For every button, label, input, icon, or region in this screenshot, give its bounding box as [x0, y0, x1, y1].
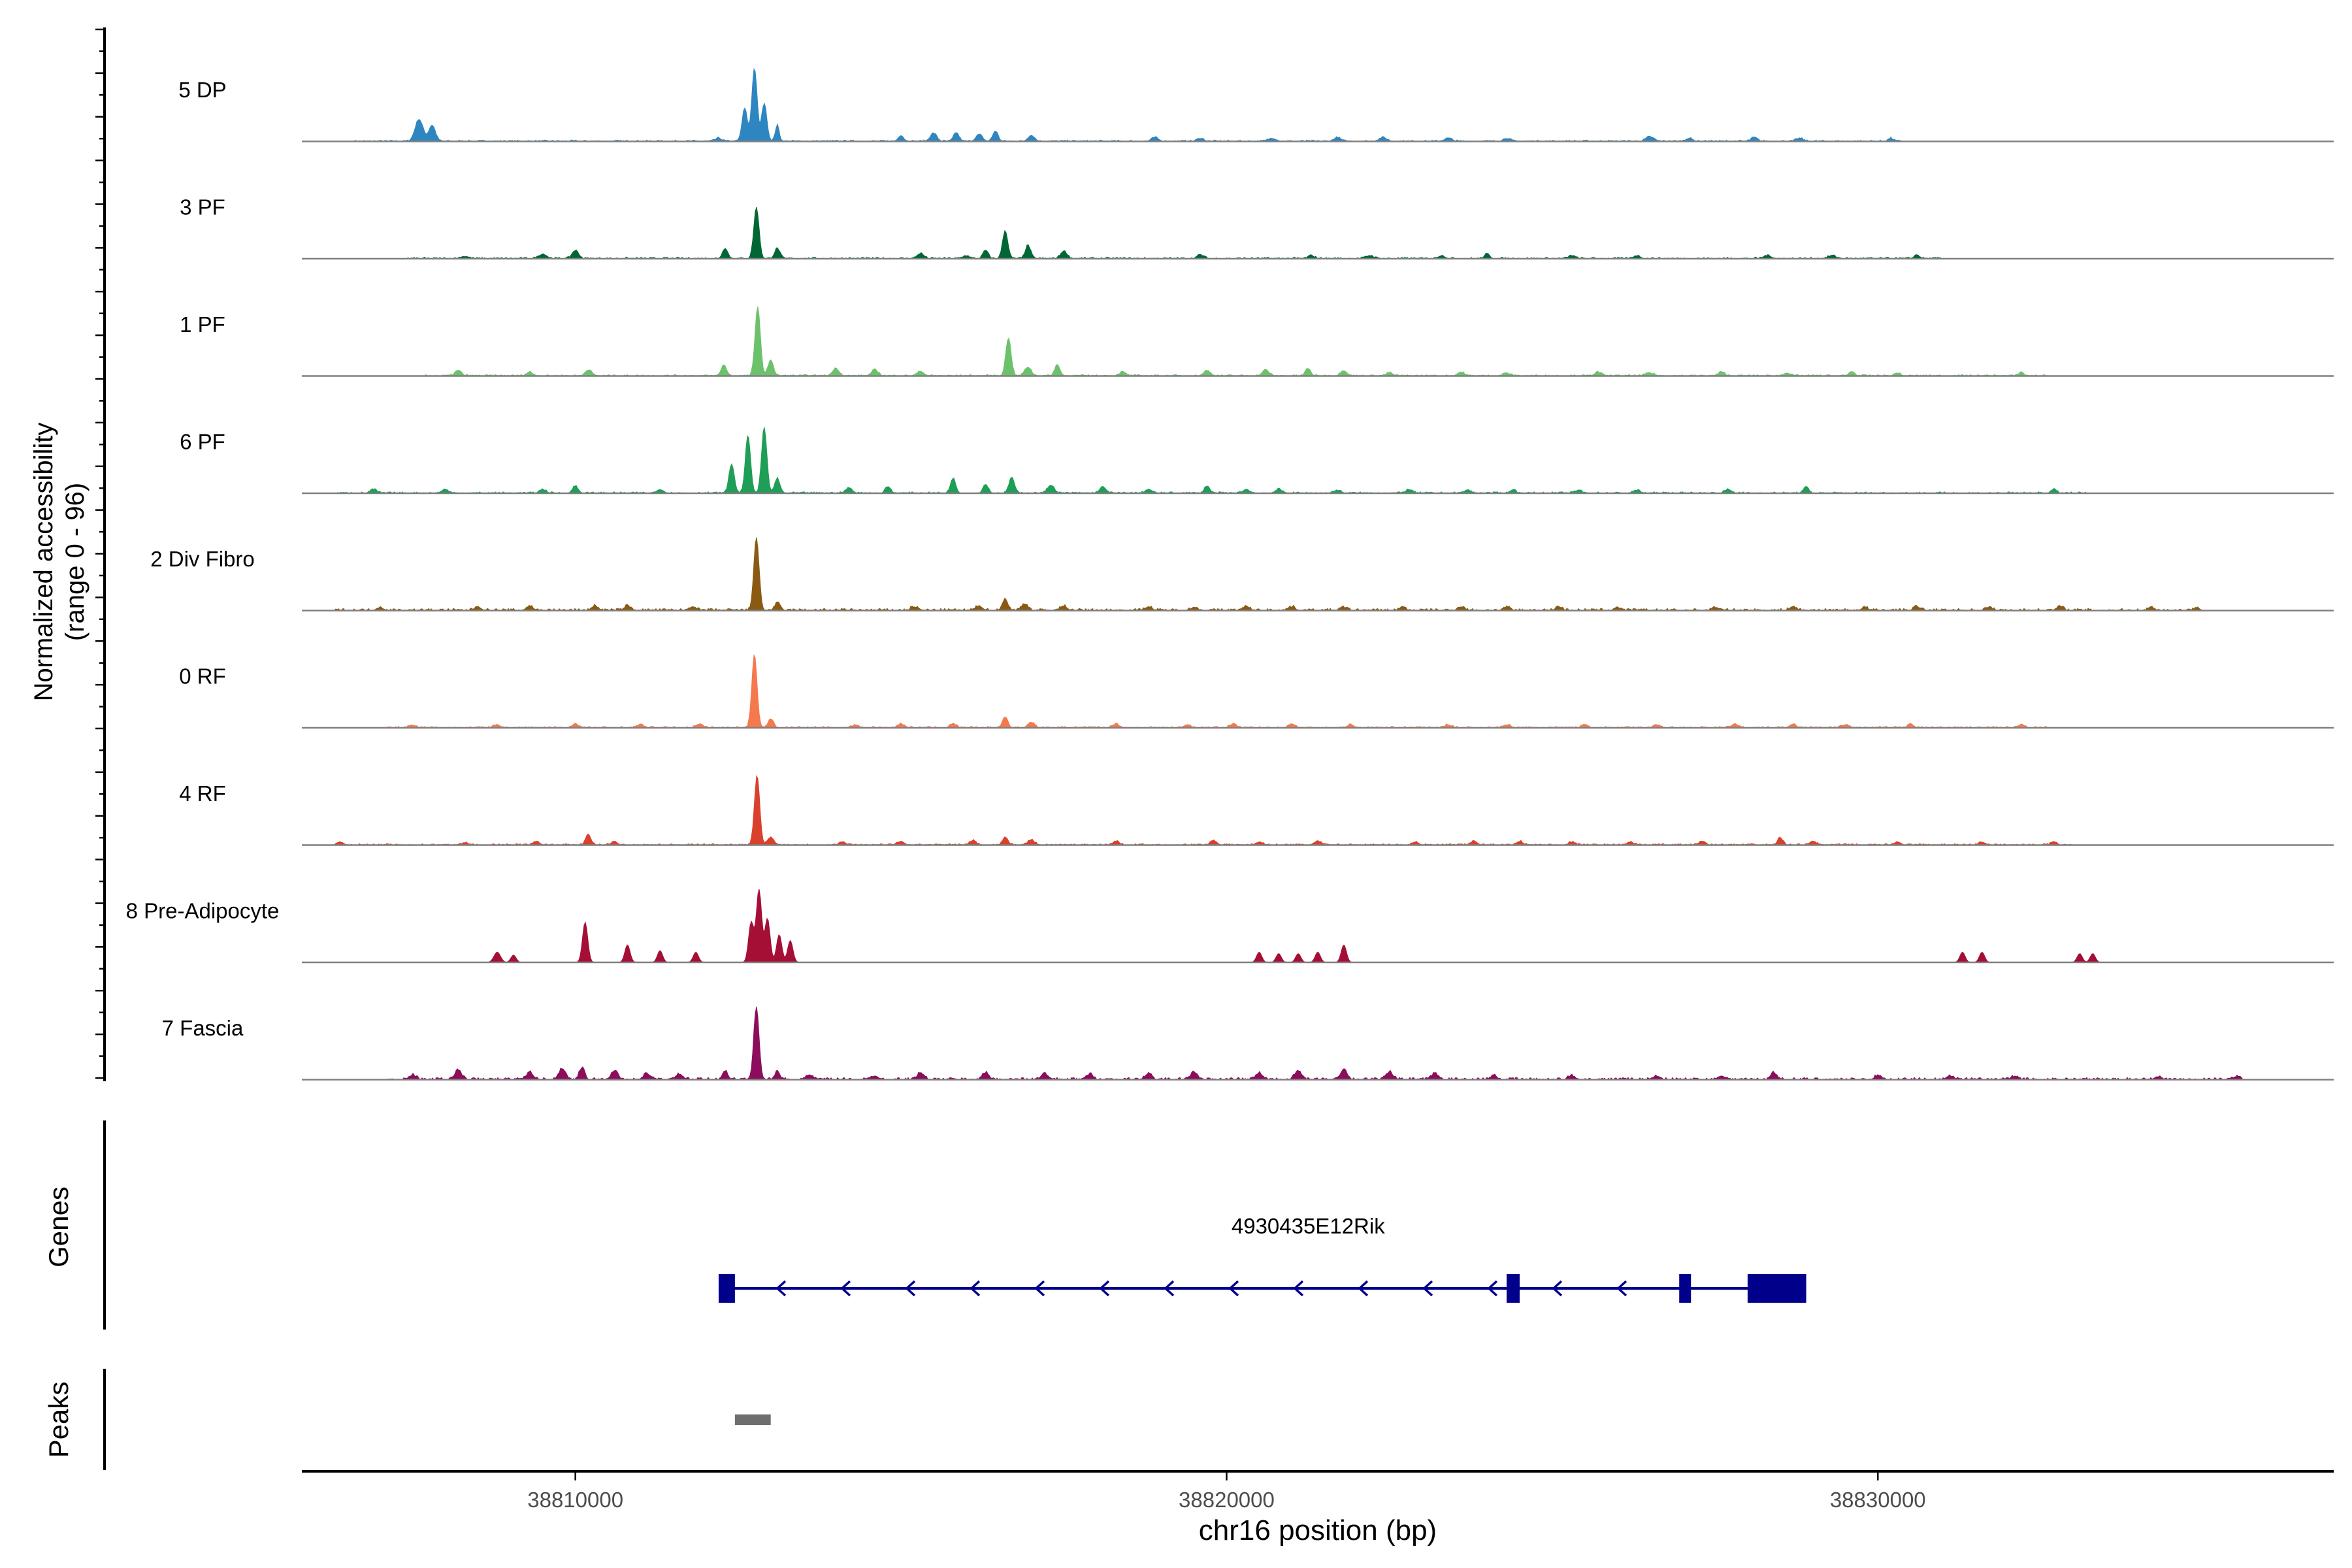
strand-arrow — [1099, 1280, 1110, 1297]
track-label: 6 PF — [180, 430, 225, 454]
gene-model: 4930435E12Rik — [718, 1214, 1806, 1303]
strand-arrow — [1358, 1280, 1369, 1297]
track-label: 1 PF — [180, 312, 225, 336]
strand-arrow — [905, 1280, 916, 1297]
coverage-area — [302, 67, 2334, 142]
coverage-area — [302, 1006, 2334, 1081]
track-label: 2 Div Fibro — [150, 547, 255, 571]
strand-arrow — [1164, 1280, 1175, 1297]
peak-region — [734, 1414, 771, 1425]
coverage-area — [302, 889, 2334, 963]
track-5-dp: 5 DP — [178, 67, 2334, 142]
track-8-pre-adipocyte: 8 Pre-Adipocyte — [126, 889, 2334, 964]
x-tick-label: 38830000 — [1830, 1488, 1926, 1512]
strand-arrow — [1487, 1280, 1498, 1297]
track-label: 0 RF — [179, 664, 226, 689]
gene-exon — [1679, 1274, 1691, 1303]
track-label: 8 Pre-Adipocyte — [126, 899, 280, 923]
coverage-area — [302, 206, 2334, 259]
x-tick-label: 38820000 — [1179, 1488, 1275, 1512]
called-peaks — [734, 1414, 771, 1425]
track-2-div-fibro: 2 Div Fibro — [150, 537, 2334, 612]
strand-arrow — [1552, 1280, 1563, 1297]
coverage-area — [302, 654, 2334, 728]
track-1-pf: 1 PF — [180, 306, 2334, 377]
track-7-fascia: 7 Fascia — [162, 1006, 2334, 1081]
strand-arrow — [776, 1280, 787, 1297]
strand-arrow — [1228, 1280, 1239, 1297]
strand-arrow — [970, 1280, 981, 1297]
genes-panel-label: Genes — [43, 1186, 74, 1267]
strand-arrow — [1616, 1280, 1627, 1297]
coverage-tracks: 5 DP 3 PF 1 PF 6 PF 2 Div Fibro 0 RF 4 RF 8 Pre… — [126, 67, 2334, 1081]
x-tick-label: 38810000 — [527, 1488, 623, 1512]
track-label: 4 RF — [179, 781, 226, 806]
gene-exon — [1507, 1274, 1520, 1303]
coverage-area — [302, 306, 2334, 377]
track-label: 5 DP — [178, 78, 226, 102]
track-label: 7 Fascia — [162, 1016, 244, 1040]
y-axis-title-line1: Normalized accessibility — [29, 423, 58, 702]
track-0-rf: 0 RF — [179, 654, 2334, 729]
track-3-pf: 3 PF — [180, 195, 2334, 260]
strand-arrow — [840, 1280, 851, 1297]
track-label: 3 PF — [180, 195, 225, 220]
y-axis-title-line2: (range 0 - 96) — [61, 483, 90, 641]
strand-arrow — [1422, 1280, 1433, 1297]
gene-exon — [1747, 1274, 1806, 1303]
x-axis-title: chr16 position (bp) — [1199, 1514, 1437, 1546]
coverage-area — [302, 427, 2334, 494]
coverage-y-ticks — [95, 28, 105, 1079]
track-4-rf: 4 RF — [179, 774, 2334, 846]
strand-arrow — [1034, 1280, 1045, 1297]
coverage-area — [302, 537, 2334, 612]
gene-exon — [718, 1274, 735, 1303]
gene-name-label: 4930435E12Rik — [1232, 1214, 1385, 1238]
strand-arrow — [1293, 1280, 1304, 1297]
track-6-pf: 6 PF — [180, 427, 2334, 495]
peaks-panel-label: Peaks — [43, 1382, 74, 1458]
coverage-area — [302, 774, 2334, 846]
x-axis-ticks: 38810000 38820000 38830000 — [527, 1471, 1926, 1512]
